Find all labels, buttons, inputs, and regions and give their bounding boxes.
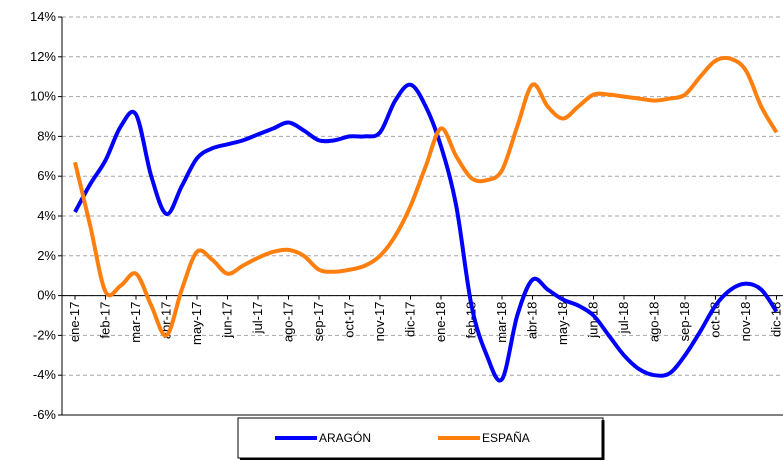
x-tick-label: dic-18 [769, 302, 783, 337]
x-tick-label: jul-17 [250, 302, 265, 335]
series-line [73, 55, 779, 338]
y-tick-label: -6% [33, 407, 57, 422]
y-tick-label: 2% [37, 248, 56, 263]
x-tick-label: feb-18 [464, 302, 479, 339]
y-tick-label: -4% [33, 367, 57, 382]
x-tick-label: sep-17 [311, 302, 326, 342]
y-tick-label: 6% [37, 168, 56, 183]
x-tick-label: ene-18 [433, 302, 448, 342]
x-tick-label: jul-18 [616, 302, 631, 335]
x-tick-label: mar-17 [128, 302, 143, 343]
x-tick-label: ene-17 [67, 302, 82, 342]
series-line [73, 82, 779, 383]
y-tick-label: 14% [30, 9, 56, 24]
x-tick-label: ago-18 [647, 302, 662, 342]
x-tick-label: ago-17 [281, 302, 296, 342]
y-tick-label: -2% [33, 327, 57, 342]
x-tick-label: nov-17 [372, 302, 387, 342]
x-tick-label: nov-18 [738, 302, 753, 342]
x-tick-label: oct-17 [342, 302, 357, 338]
x-tick-label: mar-18 [494, 302, 509, 343]
y-tick-label: 8% [37, 128, 56, 143]
plot [73, 55, 779, 383]
legend: ARAGÓN ESPAÑA [237, 417, 605, 460]
x-tick-label: may-17 [189, 302, 204, 345]
x-tick-label: dic-17 [403, 302, 418, 337]
y-tick-label: 0% [37, 288, 56, 303]
x-tick-label: abr-18 [525, 302, 540, 340]
x-tick-label: feb-17 [98, 302, 113, 339]
legend-label: ARAGÓN [319, 430, 371, 445]
y-tick-label: 12% [30, 49, 56, 64]
x-tick-label: sep-18 [677, 302, 692, 342]
y-tick-label: 10% [30, 89, 56, 104]
x-tick-label: jun-17 [220, 302, 235, 339]
legend-label: ESPAÑA [482, 431, 530, 445]
y-tick-label: 4% [37, 208, 56, 223]
x-tick-label: may-18 [555, 302, 570, 345]
